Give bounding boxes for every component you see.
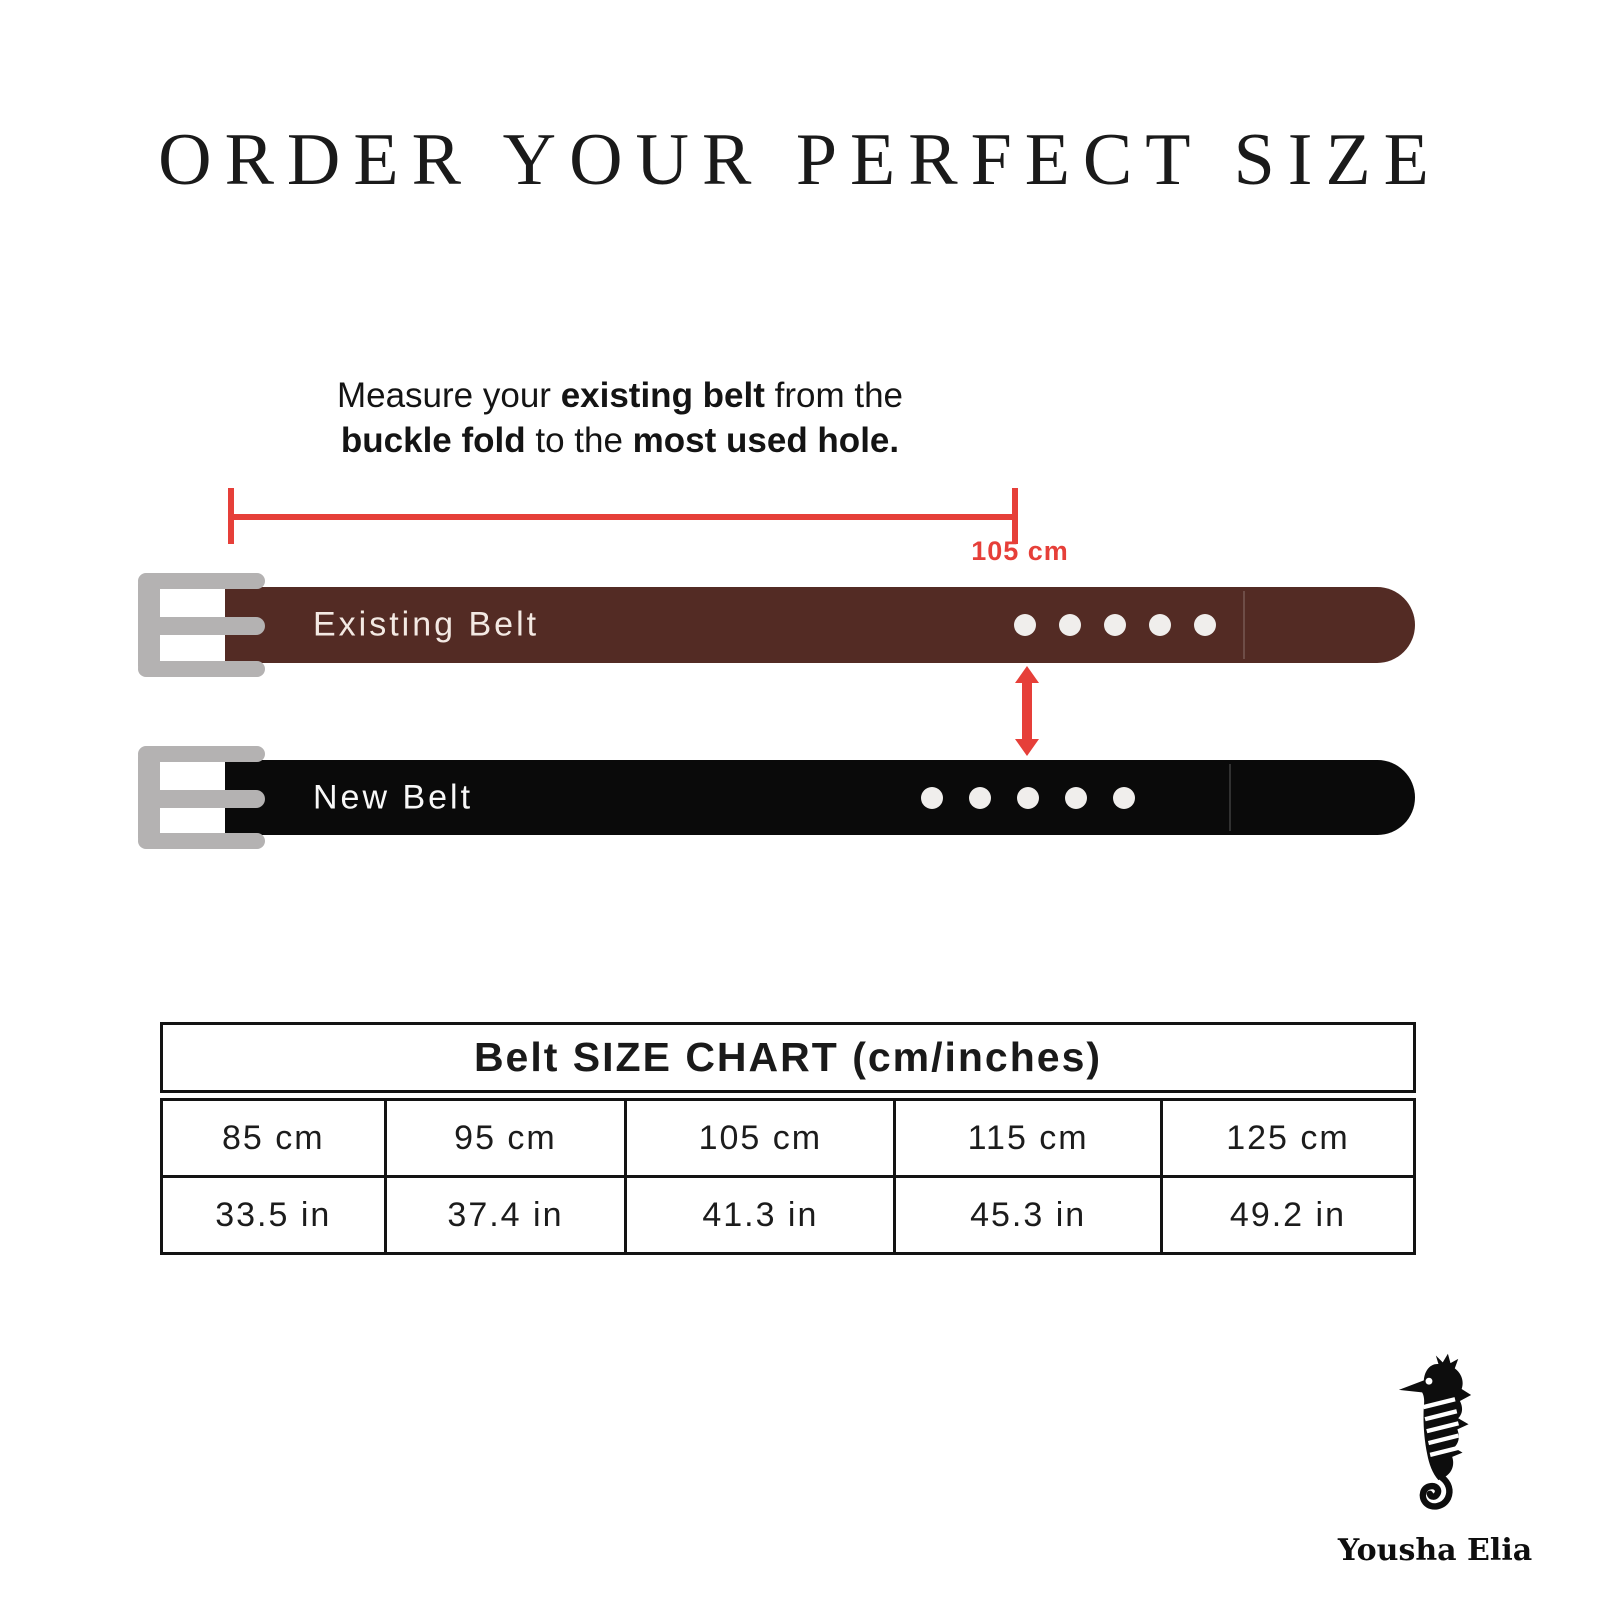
belt-hole bbox=[1113, 786, 1135, 809]
size-chart-cell: 37.4 in bbox=[383, 1175, 628, 1255]
new-belt-strap: New Belt bbox=[225, 760, 1415, 835]
existing-belt-label: Existing Belt bbox=[313, 605, 540, 644]
belt-hole bbox=[1104, 614, 1126, 636]
buckle-top-bar bbox=[138, 573, 265, 589]
buckle-top-bar bbox=[138, 746, 265, 762]
buckle-left-bar bbox=[138, 746, 160, 849]
belt-hole bbox=[1065, 786, 1087, 809]
belt-hole bbox=[1014, 614, 1036, 636]
double-arrow-icon bbox=[1015, 666, 1039, 756]
belt-hole bbox=[1059, 614, 1081, 636]
measure-bar bbox=[228, 514, 1018, 520]
buckle-left-bar bbox=[138, 573, 160, 677]
buckle-bottom-bar bbox=[138, 833, 265, 849]
size-chart: Belt SIZE CHART (cm/inches) 85 cm 95 cm 10… bbox=[160, 1022, 1417, 1255]
buckle-prong bbox=[138, 617, 265, 635]
belt-buckle-icon bbox=[138, 573, 265, 677]
brand-name: Yousha Elia bbox=[1337, 1533, 1533, 1568]
existing-belt-holes bbox=[1014, 614, 1216, 636]
belt-hole bbox=[921, 786, 943, 809]
page-title: ORDER YOUR PERFECT SIZE bbox=[158, 119, 1442, 201]
belt-hole bbox=[1194, 614, 1216, 636]
belt-hole bbox=[1017, 786, 1039, 809]
belt-hole bbox=[1149, 614, 1171, 636]
belt-buckle-icon bbox=[138, 746, 265, 849]
size-chart-row: 85 cm 95 cm 105 cm 115 cm 125 cm bbox=[160, 1098, 1417, 1178]
size-chart-cell: 49.2 in bbox=[1159, 1175, 1417, 1255]
size-chart-title: Belt SIZE CHART (cm/inches) bbox=[160, 1022, 1416, 1093]
buckle-prong bbox=[138, 790, 265, 808]
size-chart-cell: 105 cm bbox=[624, 1098, 897, 1178]
belt-tip-seam bbox=[1229, 764, 1231, 831]
size-chart-cell: 45.3 in bbox=[893, 1175, 1163, 1255]
size-chart-cell: 41.3 in bbox=[624, 1175, 897, 1255]
brand-logo: Yousha Elia bbox=[1335, 1352, 1535, 1568]
instruction-text: Measure your existing belt from the buckl… bbox=[336, 376, 904, 460]
measurement-line bbox=[228, 488, 1018, 544]
measure-tick-right-icon bbox=[1012, 488, 1018, 544]
buckle-bottom-bar bbox=[138, 661, 265, 677]
size-chart-cell: 85 cm bbox=[160, 1098, 387, 1178]
belt-tip-seam bbox=[1243, 591, 1245, 659]
size-chart-cell: 115 cm bbox=[893, 1098, 1163, 1178]
new-belt-label: New Belt bbox=[313, 778, 474, 816]
size-chart-row: 33.5 in 37.4 in 41.3 in 45.3 in 49.2 in bbox=[160, 1175, 1417, 1255]
seahorse-icon bbox=[1398, 1353, 1472, 1510]
size-chart-cell: 125 cm bbox=[1159, 1098, 1417, 1178]
belt-hole bbox=[969, 786, 991, 809]
size-chart-cell: 33.5 in bbox=[160, 1175, 387, 1255]
existing-belt-strap: Existing Belt bbox=[225, 587, 1415, 663]
new-belt-holes bbox=[921, 786, 1135, 809]
measurement-value: 105 cm bbox=[971, 536, 1069, 566]
size-chart-table: 85 cm 95 cm 105 cm 115 cm 125 cm 33.5 in 37.4 … bbox=[160, 1098, 1417, 1255]
size-chart-cell: 95 cm bbox=[383, 1098, 628, 1178]
